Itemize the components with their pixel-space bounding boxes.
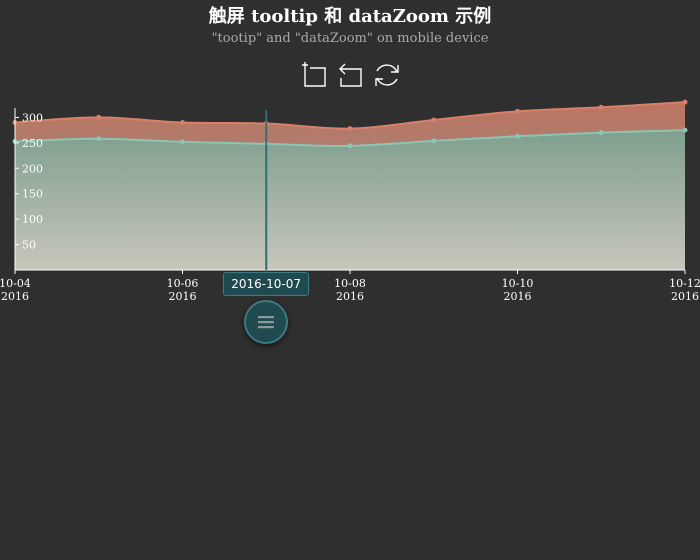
series-1-point-3 — [180, 120, 185, 126]
refresh-icon — [375, 64, 399, 86]
menu-icon — [258, 316, 275, 329]
axis-pointer-handle[interactable] — [244, 300, 289, 344]
series-2-area — [15, 130, 685, 270]
x-tick-label-10-10: 10-10 — [502, 277, 534, 290]
y-tick-label-100: 100 — [22, 213, 43, 226]
crop-zoom-icon — [302, 62, 326, 87]
series-2-point-6 — [431, 138, 437, 144]
series-2-point-5 — [347, 143, 353, 149]
toolbox — [300, 60, 402, 92]
series-1-point-7 — [515, 108, 520, 114]
x-tick-year-10-12: 2016 — [671, 290, 699, 303]
x-tick-year-10-04: 2016 — [1, 290, 29, 303]
axis-pointer-tooltip: 2016-10-07 — [223, 272, 309, 296]
y-tick-label-50: 50 — [22, 239, 36, 252]
restore-button[interactable] — [372, 60, 402, 90]
series-2-point-9 — [682, 127, 688, 133]
y-tick-label-200: 200 — [22, 162, 43, 175]
y-tick-label-300: 300 — [22, 111, 43, 124]
data-zoom-back-button[interactable] — [336, 60, 366, 90]
x-tick-label-10-08: 10-08 — [334, 277, 366, 290]
series-1-point-2 — [96, 114, 102, 120]
y-tick-label-250: 250 — [22, 137, 43, 150]
series-1-point-6 — [431, 117, 437, 123]
x-tick-year-10-06: 2016 — [169, 290, 197, 303]
x-tick-label-10-06: 10-06 — [167, 277, 199, 290]
y-tick-label-150: 150 — [22, 188, 43, 201]
chart-title: 触屏 tooltip 和 dataZoom 示例 — [208, 6, 492, 27]
series-2-point-3 — [180, 139, 185, 145]
series-1-point-5 — [347, 126, 353, 132]
chart-subtitle: "tootip" and "dataZoom" on mobile device — [211, 31, 489, 46]
undo-arrow-icon — [339, 63, 362, 87]
series-2-point-2 — [96, 136, 102, 142]
series-2-point-7 — [515, 133, 520, 139]
x-tick-year-10-08: 2016 — [336, 290, 364, 303]
x-tick-label-10-12: 10-12 — [669, 277, 700, 290]
x-tick-label-10-04: 10-04 — [0, 277, 31, 290]
series-1-point-9 — [682, 99, 688, 105]
data-zoom-select-button[interactable] — [300, 60, 330, 90]
series-2-point-8 — [598, 130, 604, 136]
x-tick-year-10-10: 2016 — [504, 290, 532, 303]
series-1-point-8 — [598, 104, 604, 110]
